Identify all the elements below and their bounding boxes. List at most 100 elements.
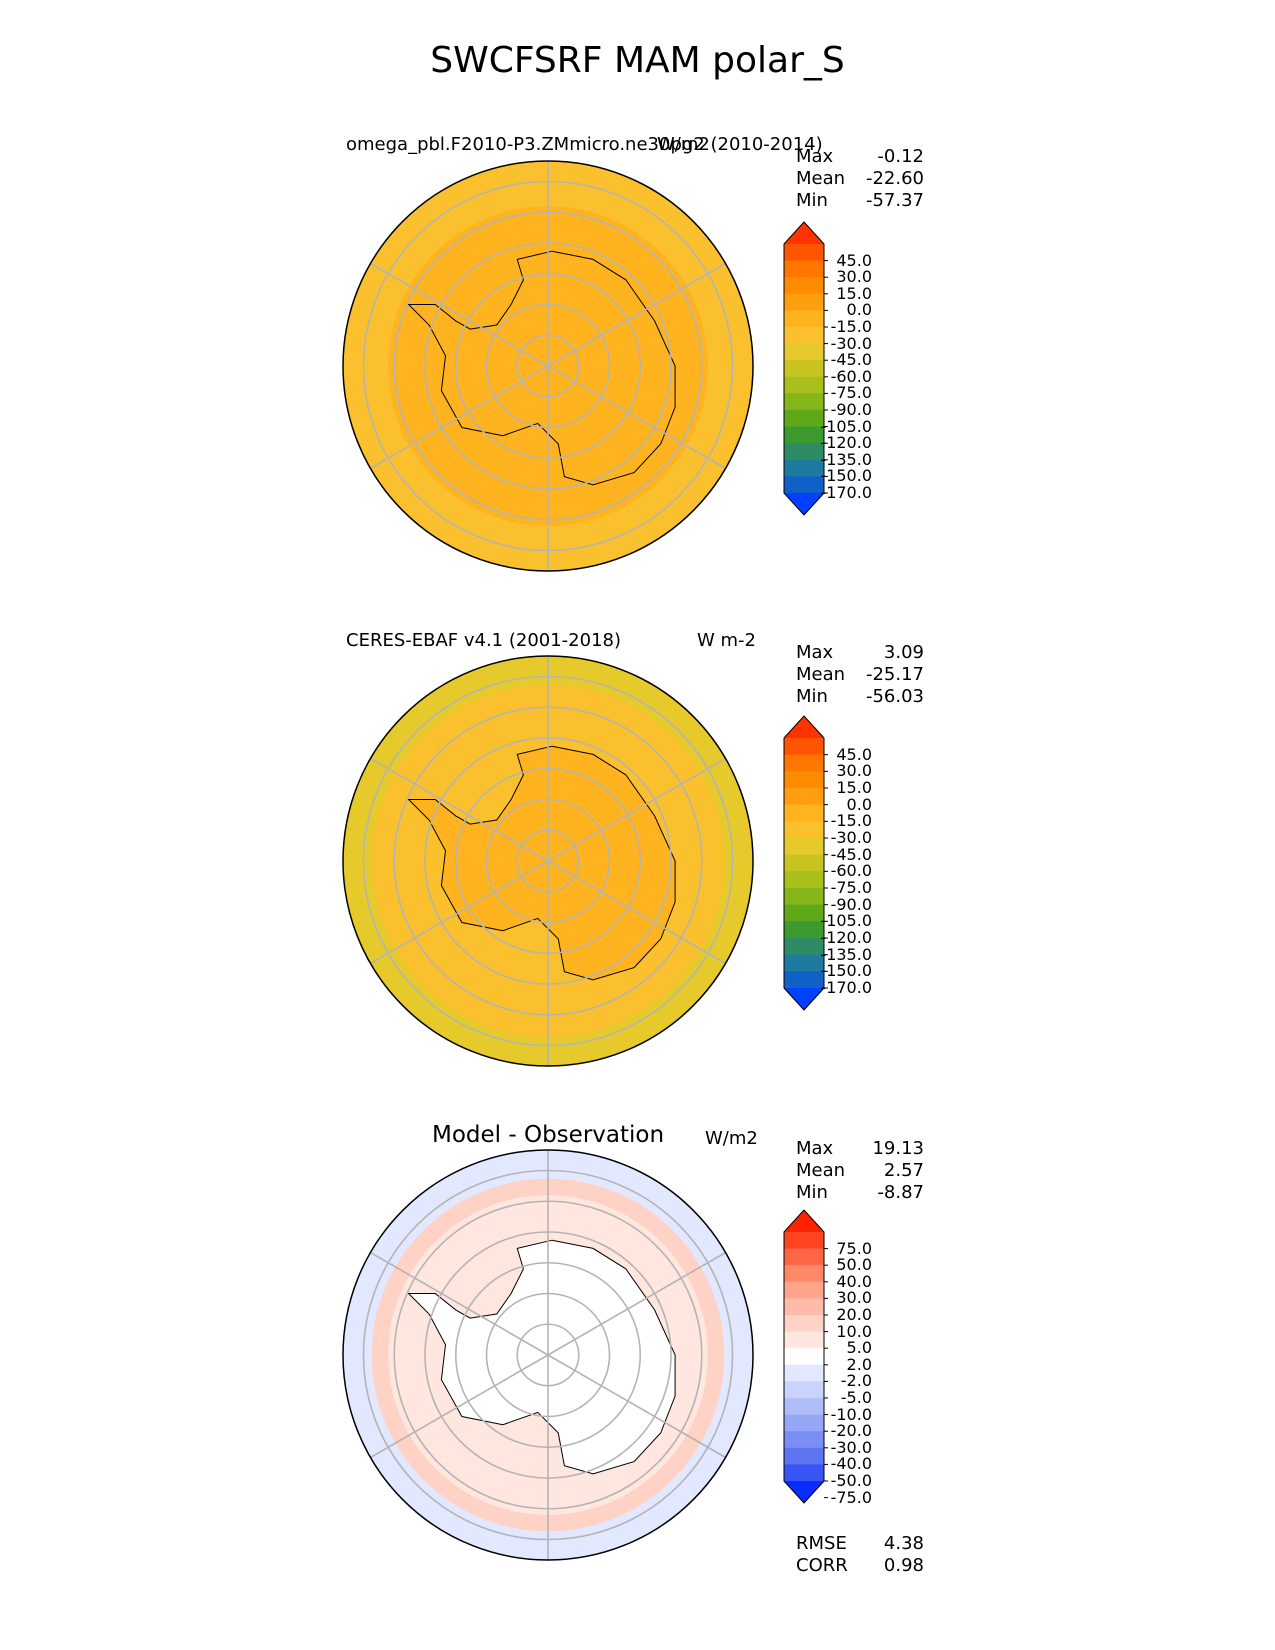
colorbar-2 <box>783 715 828 1011</box>
colorbar-tick-label: -75.0 <box>830 878 872 897</box>
colorbar-tick-label: -75.0 <box>830 383 872 403</box>
colorbar-segment <box>784 1464 824 1482</box>
colorbar-segment <box>784 1298 824 1316</box>
colorbar-tick-label: -20.0 <box>830 1421 872 1441</box>
colorbar-tick-label: -150.0 <box>820 466 872 486</box>
colorbar-tick-label: -45.0 <box>830 350 872 370</box>
colorbar-1 <box>783 221 828 516</box>
polar-map-2 <box>342 655 754 1067</box>
panel1-max: Max -0.12 <box>796 146 924 167</box>
colorbar-tick-label: 0.0 <box>846 794 872 814</box>
colorbar-segment <box>784 1248 824 1266</box>
panel1-title: omega_pbl.F2010-P3.ZMmicro.ne30pg2 (2010… <box>346 134 823 155</box>
polar-map-1 <box>342 160 754 572</box>
panel3-mean: Mean 2.57 <box>796 1160 924 1181</box>
colorbar-tick-label: -60.0 <box>830 861 872 881</box>
colorbar-tick-label: -30.0 <box>830 1437 872 1457</box>
colorbar-tick-label: -150.0 <box>820 961 872 981</box>
panel2-min: Min -56.03 <box>796 686 924 707</box>
colorbar-tick-label: -5.0 <box>840 1388 872 1407</box>
panel3-title: Model - Observation <box>432 1122 665 1148</box>
colorbar-segment <box>784 310 824 328</box>
colorbar-tick-label: 75.0 <box>836 1238 872 1258</box>
coastline <box>407 745 676 981</box>
colorbar-tick-label: -170.0 <box>820 978 872 997</box>
colorbar-segment <box>784 1398 824 1416</box>
colorbar-3 <box>783 1209 828 1504</box>
colorbar-segment <box>784 854 824 872</box>
colorbar-tick-label: 0.0 <box>846 300 872 320</box>
panel2-units: W m-2 <box>697 630 757 651</box>
panel3-corr: CORR 0.98 <box>796 1555 924 1576</box>
colorbar-tick-label: -40.0 <box>830 1454 872 1474</box>
colorbar-segment <box>784 1232 824 1250</box>
colorbar-segment <box>784 1381 824 1399</box>
panel1-min: Min -57.37 <box>796 190 924 211</box>
panel1-units: W/m2 <box>657 134 710 155</box>
panel3-max: Max 19.13 <box>796 1138 924 1159</box>
colorbar-segment <box>784 327 824 345</box>
colorbar-segment <box>784 771 824 789</box>
colorbar-tick-label: 45.0 <box>836 250 872 270</box>
colorbar-segment <box>784 738 824 756</box>
colorbar-tick-label: 30.0 <box>836 1288 872 1308</box>
colorbar-segment <box>784 938 824 956</box>
colorbar-segment <box>784 376 824 394</box>
colorbar-segment <box>784 871 824 889</box>
colorbar-tick-label: 30.0 <box>836 761 872 781</box>
colorbar-segment <box>784 476 824 494</box>
colorbar-tick-label: -90.0 <box>830 400 872 419</box>
colorbar-segment <box>784 904 824 922</box>
colorbar-tick-label: -105.0 <box>820 911 872 931</box>
colorbar-extend-top <box>784 222 824 244</box>
colorbar-segment <box>784 754 824 772</box>
colorbar-tick-label: -60.0 <box>830 366 872 386</box>
panel2-max: Max 3.09 <box>796 642 924 663</box>
colorbar-tick-label: -170.0 <box>820 483 872 502</box>
colorbar-segment <box>784 1364 824 1382</box>
colorbar-tick-label: 45.0 <box>836 744 872 764</box>
colorbar-segment <box>784 244 824 262</box>
colorbar-extend-top <box>784 716 824 738</box>
colorbar-tick-label: 2.0 <box>846 1354 872 1374</box>
colorbar-segment <box>784 1348 824 1366</box>
colorbar-segment <box>784 804 824 822</box>
colorbar-tick-label: -135.0 <box>820 449 872 469</box>
map-boundary <box>342 655 754 1067</box>
region-antarctic-continent <box>408 251 676 485</box>
colorbar-tick-label: -75.0 <box>830 1487 872 1507</box>
colorbar-segment <box>784 1281 824 1299</box>
panel2-title: CERES-EBAF v4.1 (2001-2018) <box>346 630 622 651</box>
polar-map-3 <box>342 1149 754 1561</box>
panel3-units: W/m2 <box>705 1128 758 1149</box>
colorbar-segment <box>784 954 824 972</box>
coastline <box>407 1239 676 1475</box>
colorbar-extend-bottom <box>784 493 824 515</box>
colorbar-segment <box>784 888 824 906</box>
colorbar-tick-label: -10.0 <box>830 1404 872 1424</box>
gridlines <box>362 1150 734 1560</box>
colorbar-segment <box>784 838 824 856</box>
colorbar-extend-bottom <box>784 1481 824 1503</box>
gridlines <box>362 656 734 1066</box>
colorbar-segment <box>784 1431 824 1449</box>
colorbar-tick-label: -2.0 <box>840 1371 872 1391</box>
gridlines <box>362 161 734 571</box>
main-title: SWCFSRF MAM polar_S <box>430 40 845 81</box>
map-boundary <box>342 160 754 572</box>
colorbar-segment <box>784 393 824 411</box>
colorbar-segment <box>784 343 824 361</box>
colorbar-segment <box>784 921 824 939</box>
colorbar-tick-label: -30.0 <box>830 828 872 847</box>
colorbar-tick-label: -120.0 <box>820 433 872 453</box>
colorbar-tick-label: -30.0 <box>830 333 872 353</box>
colorbar-tick-label: -135.0 <box>820 944 872 964</box>
colorbar-tick-label: -90.0 <box>830 894 872 914</box>
colorbar-tick-label: 50.0 <box>836 1255 872 1275</box>
colorbar-tick-label: 15.0 <box>836 283 872 303</box>
colorbar-tick-label: -15.0 <box>830 317 872 336</box>
colorbar-tick-label: -45.0 <box>830 844 872 864</box>
panel2-mean: Mean -25.17 <box>796 664 924 685</box>
colorbar-tick-label: 20.0 <box>836 1305 872 1324</box>
